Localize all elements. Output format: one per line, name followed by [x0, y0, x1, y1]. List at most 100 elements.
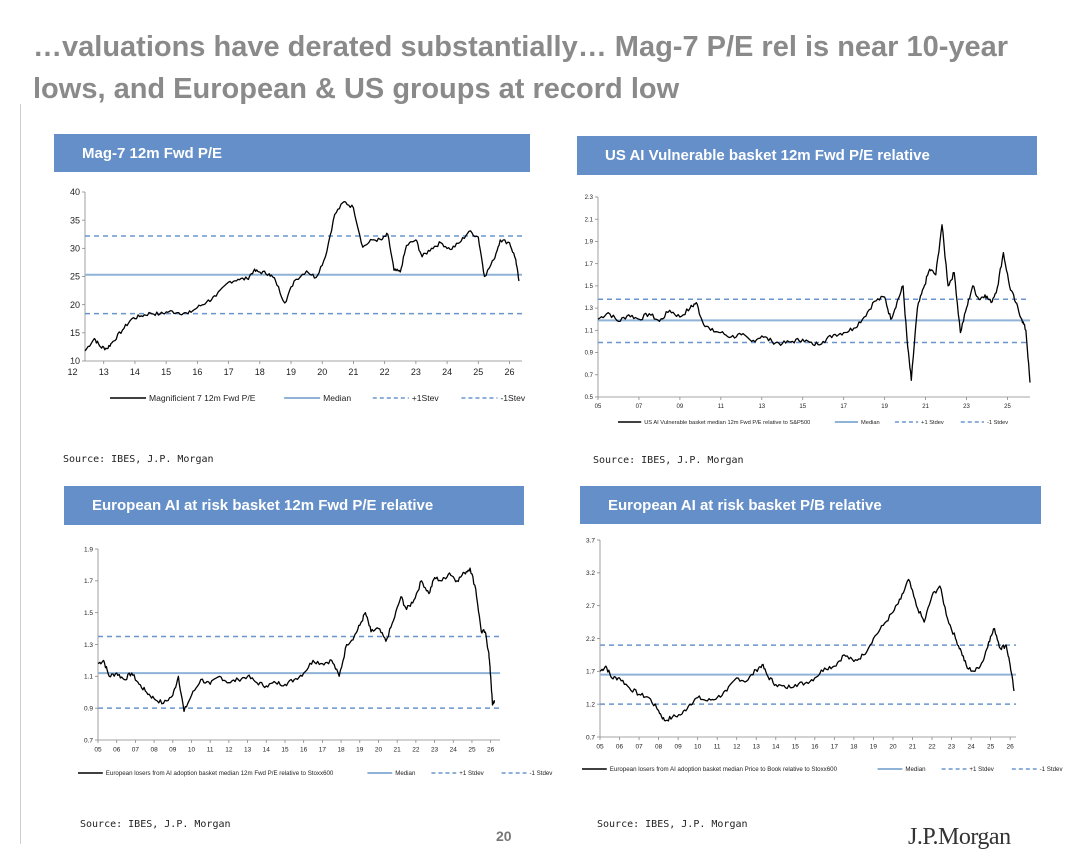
y-tick-label: 1.5: [585, 284, 594, 290]
legend-minus1-item: -1 Stdev: [1040, 766, 1064, 773]
series-line: [597, 224, 1031, 383]
legend-median-item: Median: [905, 766, 926, 773]
x-tick-label: 17: [840, 404, 847, 410]
legend-minus1-item: -1 Stdev: [987, 420, 1008, 426]
x-tick-label: 25: [987, 744, 995, 751]
x-tick-label: 08: [655, 744, 663, 751]
legend-median-item: Median: [861, 420, 880, 426]
y-tick-label: 3.2: [586, 570, 595, 577]
x-tick-label: 14: [263, 747, 271, 754]
legend-minus1-item: -1 Stdev: [529, 770, 553, 777]
x-tick-label: 05: [595, 404, 602, 410]
y-tick-label: 1.7: [585, 262, 594, 268]
y-tick-label: 20: [70, 300, 80, 310]
legend-median-item: Median: [323, 393, 351, 403]
x-tick-label: 15: [792, 744, 800, 751]
chart2-header: US AI Vulnerable basket 12m Fwd P/E rela…: [577, 136, 1037, 175]
left-divider: [20, 104, 21, 844]
chart3-header: European AI at risk basket 12m Fwd P/E r…: [64, 486, 524, 525]
x-tick-label: 11: [714, 744, 721, 751]
x-tick-label: 19: [881, 404, 888, 410]
x-tick-label: 24: [967, 744, 975, 751]
x-tick-label: 22: [928, 744, 936, 751]
x-tick-label: 08: [150, 747, 158, 754]
x-tick-label: 09: [169, 747, 177, 754]
y-tick-label: 35: [70, 215, 80, 225]
x-tick-label: 15: [161, 367, 171, 377]
y-tick-label: 1.9: [84, 546, 93, 553]
x-tick-label: 12: [733, 744, 741, 751]
y-tick-label: 30: [70, 243, 80, 253]
y-tick-label: 2.7: [586, 603, 595, 610]
x-tick-label: 21: [348, 367, 358, 377]
y-tick-label: 0.7: [84, 737, 93, 744]
x-tick-label: 22: [380, 367, 390, 377]
x-tick-label: 25: [1004, 404, 1011, 410]
chart1-source: Source: IBES, J.P. Morgan: [63, 454, 214, 465]
y-tick-label: 1.3: [84, 642, 93, 649]
x-tick-label: 05: [596, 744, 604, 751]
legend-plus1-item: +1Stev: [412, 393, 440, 403]
chart3-header-label: European AI at risk basket 12m Fwd P/E r…: [92, 497, 434, 514]
chart3-source: Source: IBES, J.P. Morgan: [80, 819, 231, 830]
chart1-header: Mag-7 12m Fwd P/E: [54, 134, 530, 172]
y-tick-label: 1.1: [84, 674, 93, 681]
y-tick-label: 1.7: [586, 669, 595, 676]
x-tick-label: 12: [68, 367, 78, 377]
y-tick-label: 0.7: [585, 373, 594, 379]
legend-plus1-item: +1 Stdev: [921, 420, 944, 426]
page-title: …valuations have derated substantially… …: [33, 31, 1009, 105]
x-tick-label: 20: [889, 744, 897, 751]
x-tick-label: 13: [244, 747, 252, 754]
x-tick-label: 16: [811, 744, 819, 751]
chart2-source: Source: IBES, J.P. Morgan: [593, 455, 744, 466]
y-tick-label: 2.3: [585, 195, 594, 201]
y-tick-label: 1.9: [585, 240, 594, 246]
y-tick-label: 10: [70, 356, 80, 366]
x-tick-label: 06: [616, 744, 624, 751]
y-tick-label: 1.2: [586, 701, 595, 708]
chart1-header-label: Mag-7 12m Fwd P/E: [82, 145, 223, 162]
legend-minus1-item: -1Stev: [500, 393, 525, 403]
x-tick-label: 10: [188, 747, 196, 754]
y-tick-label: 0.9: [585, 351, 594, 357]
y-tick-label: 0.7: [586, 734, 595, 741]
legend-median-item: Median: [395, 770, 416, 777]
chart4-header: European AI at risk basket P/B relative: [580, 486, 1041, 524]
x-tick-label: 23: [963, 404, 970, 410]
x-tick-label: 21: [394, 747, 402, 754]
legend-series-item: European losers from AI adoption basket …: [610, 766, 838, 773]
x-tick-label: 11: [718, 404, 725, 410]
y-tick-label: 3.7: [586, 537, 595, 544]
x-tick-label: 20: [375, 747, 383, 754]
x-tick-label: 25: [473, 367, 483, 377]
y-tick-label: 1.1: [585, 328, 594, 334]
y-tick-label: 1.7: [84, 578, 93, 585]
legend-plus1-item: +1 Stdev: [969, 766, 994, 773]
y-tick-label: 15: [70, 328, 80, 338]
y-tick-label: 0.5: [585, 395, 594, 401]
x-tick-label: 13: [758, 404, 765, 410]
x-tick-label: 23: [431, 747, 439, 754]
series-line: [97, 567, 496, 713]
x-tick-label: 14: [772, 744, 780, 751]
x-tick-label: 19: [286, 367, 296, 377]
x-tick-label: 19: [870, 744, 878, 751]
series-line: [84, 200, 520, 352]
jpmorgan-logo: J.P.Morgan: [908, 824, 1011, 850]
x-tick-label: 22: [412, 747, 420, 754]
x-tick-label: 26: [487, 747, 495, 754]
x-tick-label: 26: [505, 367, 515, 377]
page-number: 20: [496, 828, 512, 844]
chart4-source: Source: IBES, J.P. Morgan: [597, 819, 748, 830]
x-tick-label: 21: [909, 744, 917, 751]
x-tick-label: 18: [850, 744, 858, 751]
x-tick-label: 09: [675, 744, 683, 751]
x-tick-label: 23: [411, 367, 421, 377]
x-tick-label: 17: [831, 744, 839, 751]
legend-series-item: US AI Vulnerable basket median 12m Fwd P…: [644, 420, 810, 426]
x-tick-label: 13: [99, 367, 109, 377]
